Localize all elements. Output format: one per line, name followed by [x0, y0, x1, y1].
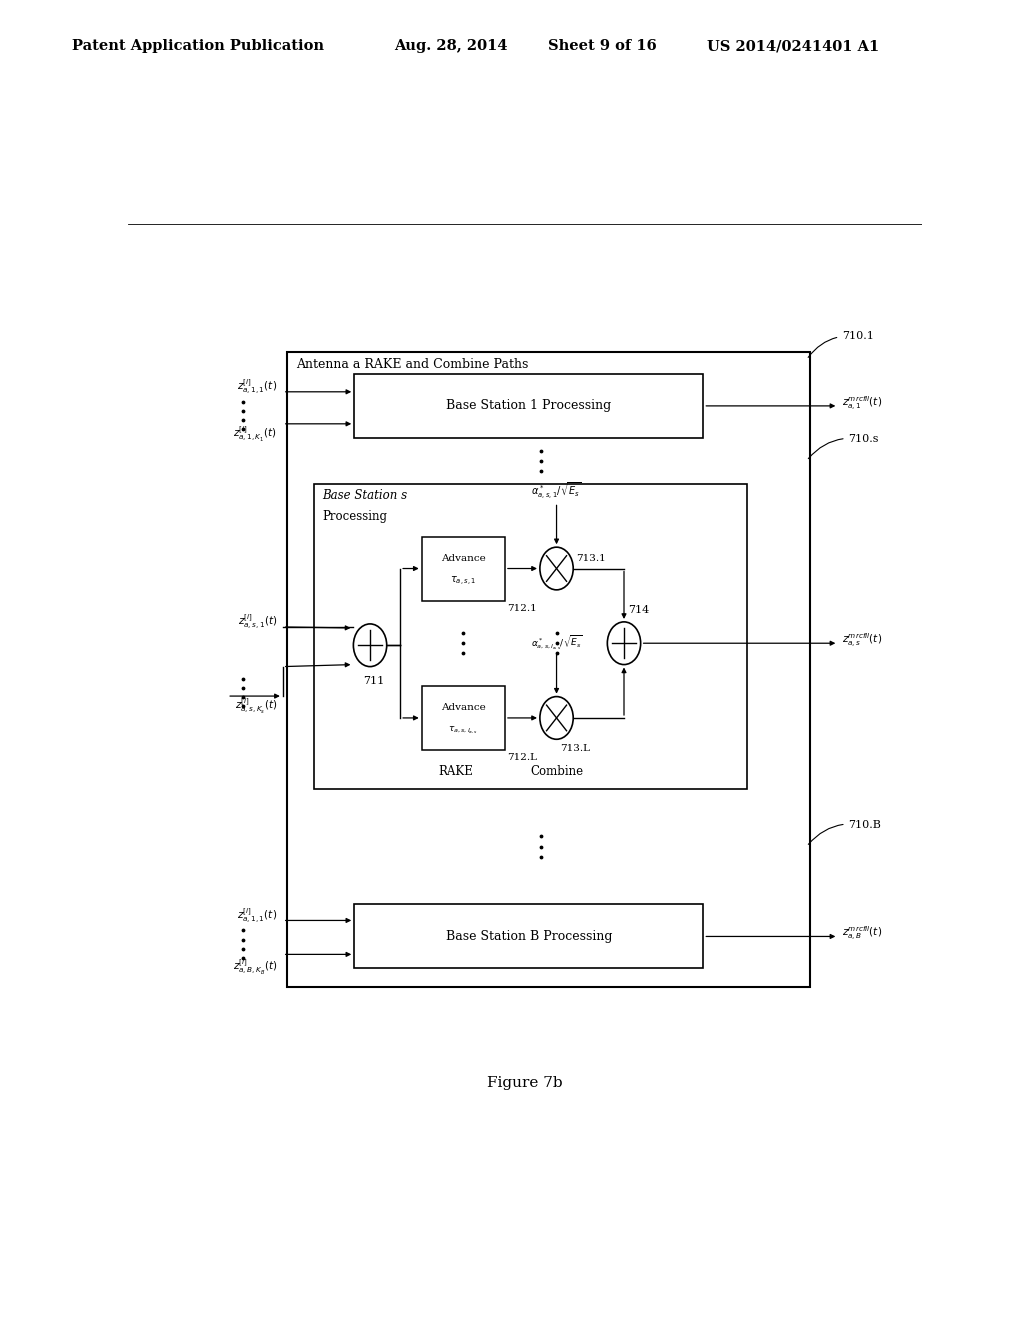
Bar: [314, 483, 748, 788]
Text: 712.1: 712.1: [507, 603, 538, 612]
Text: $z_{a,s,1}^{[i]}(t)$: $z_{a,s,1}^{[i]}(t)$: [238, 614, 278, 632]
Text: $z_{a,s,K_s}^{[i]}(t)$: $z_{a,s,K_s}^{[i]}(t)$: [234, 697, 278, 715]
Text: $z_{a,1,1}^{[i]}(t)$: $z_{a,1,1}^{[i]}(t)$: [238, 378, 278, 397]
Text: 710.1: 710.1: [808, 331, 874, 358]
Text: $\alpha^*_{a,s,l_{a,s}}/\sqrt{E_s}$: $\alpha^*_{a,s,l_{a,s}}/\sqrt{E_s}$: [530, 634, 583, 652]
Circle shape: [540, 697, 573, 739]
Text: $z_{a,B}^{mrcfil}(t)$: $z_{a,B}^{mrcfil}(t)$: [843, 925, 883, 944]
Text: $z_{a,s}^{mrcfil}(t)$: $z_{a,s}^{mrcfil}(t)$: [843, 632, 883, 651]
Text: 711: 711: [364, 676, 385, 686]
Text: $z_{a,1,1}^{[i]}(t)$: $z_{a,1,1}^{[i]}(t)$: [238, 907, 278, 927]
Text: RAKE: RAKE: [438, 766, 473, 779]
Text: Advance: Advance: [441, 554, 485, 562]
Text: 710.B: 710.B: [808, 820, 882, 845]
Text: 710.s: 710.s: [808, 434, 879, 458]
Text: US 2014/0241401 A1: US 2014/0241401 A1: [707, 40, 879, 53]
Text: Figure 7b: Figure 7b: [487, 1076, 562, 1090]
Bar: [422, 536, 505, 601]
Text: Processing: Processing: [323, 510, 387, 523]
Circle shape: [607, 622, 641, 664]
Text: 714: 714: [628, 605, 649, 615]
Bar: [287, 351, 811, 987]
Text: $\tau_{a,s,l_{a,s}}$: $\tau_{a,s,l_{a,s}}$: [449, 725, 478, 737]
Text: Antenna a RAKE and Combine Paths: Antenna a RAKE and Combine Paths: [296, 358, 528, 371]
Text: $\tau_{a,s,1}$: $\tau_{a,s,1}$: [451, 574, 476, 587]
Bar: [354, 374, 703, 438]
Circle shape: [540, 548, 573, 590]
Bar: [422, 686, 505, 750]
Text: Base Station s: Base Station s: [323, 488, 408, 502]
Text: 713.L: 713.L: [560, 744, 591, 752]
Text: Patent Application Publication: Patent Application Publication: [72, 40, 324, 53]
Text: Aug. 28, 2014: Aug. 28, 2014: [394, 40, 508, 53]
Text: 713.1: 713.1: [577, 554, 606, 562]
Text: Combine: Combine: [530, 766, 583, 779]
Text: Base Station 1 Processing: Base Station 1 Processing: [446, 400, 611, 412]
Text: $z_{a,1}^{mrcfil}(t)$: $z_{a,1}^{mrcfil}(t)$: [843, 395, 883, 413]
Text: $z_{a,1,K_1}^{[i]}(t)$: $z_{a,1,K_1}^{[i]}(t)$: [233, 425, 278, 444]
Bar: [354, 904, 703, 969]
Text: 712.L: 712.L: [507, 752, 538, 762]
Text: $\alpha^*_{a,s,1}/\sqrt{E_s}$: $\alpha^*_{a,s,1}/\sqrt{E_s}$: [531, 482, 582, 503]
Text: Sheet 9 of 16: Sheet 9 of 16: [548, 40, 656, 53]
Text: $z_{a,B,K_B}^{[i]}(t)$: $z_{a,B,K_B}^{[i]}(t)$: [232, 958, 278, 977]
Text: Base Station B Processing: Base Station B Processing: [445, 931, 612, 942]
Circle shape: [353, 624, 387, 667]
Text: Advance: Advance: [441, 704, 485, 713]
